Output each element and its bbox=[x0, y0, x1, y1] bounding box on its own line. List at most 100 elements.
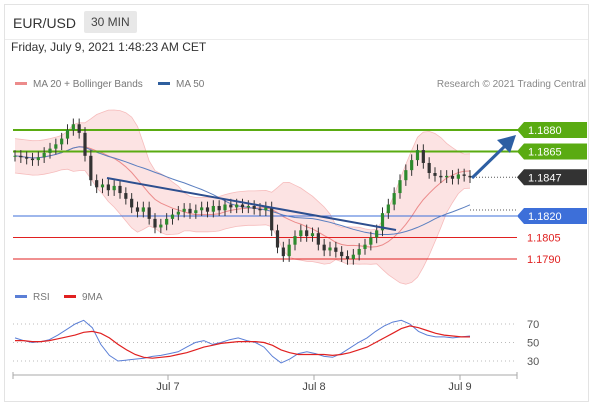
candle bbox=[439, 170, 443, 184]
candle-body bbox=[398, 180, 402, 194]
candle-body bbox=[275, 230, 280, 248]
candle bbox=[217, 200, 221, 216]
candle-body bbox=[404, 170, 408, 181]
candle bbox=[386, 198, 390, 219]
candle bbox=[246, 200, 250, 214]
candle-body bbox=[153, 218, 157, 228]
candle-body bbox=[392, 193, 396, 205]
candle bbox=[159, 218, 163, 234]
candle-body bbox=[287, 244, 291, 257]
candle-body bbox=[176, 211, 180, 215]
candle-body bbox=[194, 210, 198, 214]
candle-body bbox=[100, 184, 105, 188]
candle bbox=[54, 138, 58, 155]
candle bbox=[316, 227, 320, 251]
price-tag-2: 1.1847 bbox=[517, 169, 587, 186]
candle-body bbox=[445, 175, 449, 178]
candle-body bbox=[345, 256, 350, 259]
rsi-tick-label-0: 70 bbox=[527, 319, 539, 331]
candle-body bbox=[223, 204, 227, 211]
candle bbox=[462, 168, 466, 182]
candle-body bbox=[124, 193, 128, 199]
candle bbox=[25, 151, 29, 165]
candle-body bbox=[357, 248, 361, 255]
candle bbox=[351, 248, 355, 265]
candle bbox=[77, 118, 81, 139]
candle-body bbox=[299, 230, 303, 237]
timeframe-badge[interactable]: 30 MIN bbox=[84, 11, 137, 33]
candle-body bbox=[89, 155, 93, 181]
candle-body bbox=[328, 247, 332, 251]
candle-body bbox=[54, 144, 58, 149]
candle bbox=[293, 230, 297, 251]
candle-body bbox=[456, 174, 460, 179]
candle bbox=[415, 144, 420, 166]
candle-body bbox=[83, 132, 87, 156]
price-tag-label-0: 1.1880 bbox=[528, 125, 562, 137]
candle bbox=[410, 154, 414, 176]
candle bbox=[153, 213, 157, 234]
candle-body bbox=[386, 204, 390, 214]
copyright: Research © 2021 Trading Central bbox=[436, 79, 586, 90]
candle-body bbox=[141, 207, 145, 212]
candle bbox=[211, 200, 215, 218]
candle-body bbox=[246, 205, 250, 208]
candle-body bbox=[421, 150, 425, 163]
candle bbox=[124, 187, 128, 205]
ma20-swatch bbox=[15, 81, 27, 85]
candle bbox=[398, 174, 402, 199]
candle bbox=[240, 198, 245, 214]
rsi-line bbox=[14, 319, 471, 364]
candle bbox=[305, 224, 309, 242]
candle-body bbox=[363, 244, 367, 249]
candle-body bbox=[369, 237, 373, 245]
candle-body bbox=[462, 174, 466, 176]
legend-ma20: MA 20 + Bollinger Bands bbox=[15, 79, 143, 90]
forecast-arrow-shaft bbox=[470, 144, 507, 180]
candle-body bbox=[410, 160, 414, 171]
candle bbox=[42, 147, 46, 163]
candle bbox=[194, 204, 198, 219]
candle-body bbox=[468, 175, 472, 178]
candle bbox=[100, 178, 105, 194]
candle-body bbox=[95, 180, 99, 188]
price-tag-0: 1.1880 bbox=[517, 122, 587, 138]
timestamp: Friday, July 9, 2021 1:48:23 AM CET bbox=[11, 40, 207, 54]
candle bbox=[36, 151, 40, 166]
candle-body bbox=[65, 130, 70, 139]
candle-body bbox=[433, 173, 437, 176]
candle-body bbox=[118, 185, 122, 194]
ma9-swatch bbox=[64, 294, 76, 298]
candle-body bbox=[200, 207, 204, 211]
price-tag-3: 1.1820 bbox=[517, 208, 587, 224]
candle-body bbox=[106, 184, 110, 191]
candle bbox=[445, 170, 449, 184]
candle-body bbox=[427, 162, 431, 173]
candle bbox=[95, 174, 99, 194]
candle-body bbox=[305, 230, 309, 237]
x-tick-label-1: Jul 8 bbox=[302, 381, 325, 393]
candle bbox=[310, 227, 315, 242]
candle-body bbox=[351, 254, 355, 259]
candle bbox=[433, 167, 437, 182]
candle bbox=[170, 208, 175, 225]
candle-body bbox=[270, 207, 274, 231]
bollinger-band bbox=[15, 110, 470, 285]
price-tag-1: 1.1865 bbox=[517, 143, 587, 160]
ma50-swatch bbox=[158, 81, 170, 85]
level-label-5: 1.1790 bbox=[527, 254, 561, 266]
candle bbox=[334, 241, 338, 258]
candle bbox=[147, 201, 151, 225]
candle-body bbox=[130, 198, 134, 208]
candle-body bbox=[264, 207, 268, 211]
price-tag-bg-0 bbox=[517, 122, 587, 138]
candle bbox=[89, 150, 93, 186]
candle-body bbox=[229, 204, 233, 208]
candle-body bbox=[334, 247, 338, 252]
trendline bbox=[106, 177, 397, 231]
legend-9ma-label: 9MA bbox=[82, 292, 103, 303]
candle bbox=[141, 201, 145, 218]
candle bbox=[281, 241, 285, 262]
candle-body bbox=[316, 233, 320, 245]
candle-body bbox=[112, 185, 116, 191]
